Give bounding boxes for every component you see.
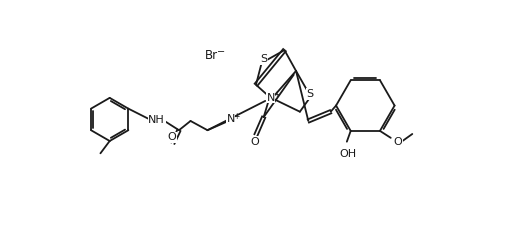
- Text: +: +: [273, 89, 279, 99]
- Text: OH: OH: [338, 149, 355, 159]
- Text: O: O: [167, 132, 176, 142]
- Text: +: +: [232, 112, 239, 121]
- Text: −: −: [217, 47, 225, 57]
- Text: N: N: [266, 93, 274, 103]
- Text: O: O: [392, 137, 401, 147]
- Text: NH: NH: [148, 115, 165, 125]
- Text: S: S: [260, 54, 267, 64]
- Text: Br: Br: [204, 49, 217, 62]
- Text: O: O: [249, 137, 258, 147]
- Text: S: S: [306, 89, 313, 99]
- Text: N: N: [226, 114, 234, 124]
